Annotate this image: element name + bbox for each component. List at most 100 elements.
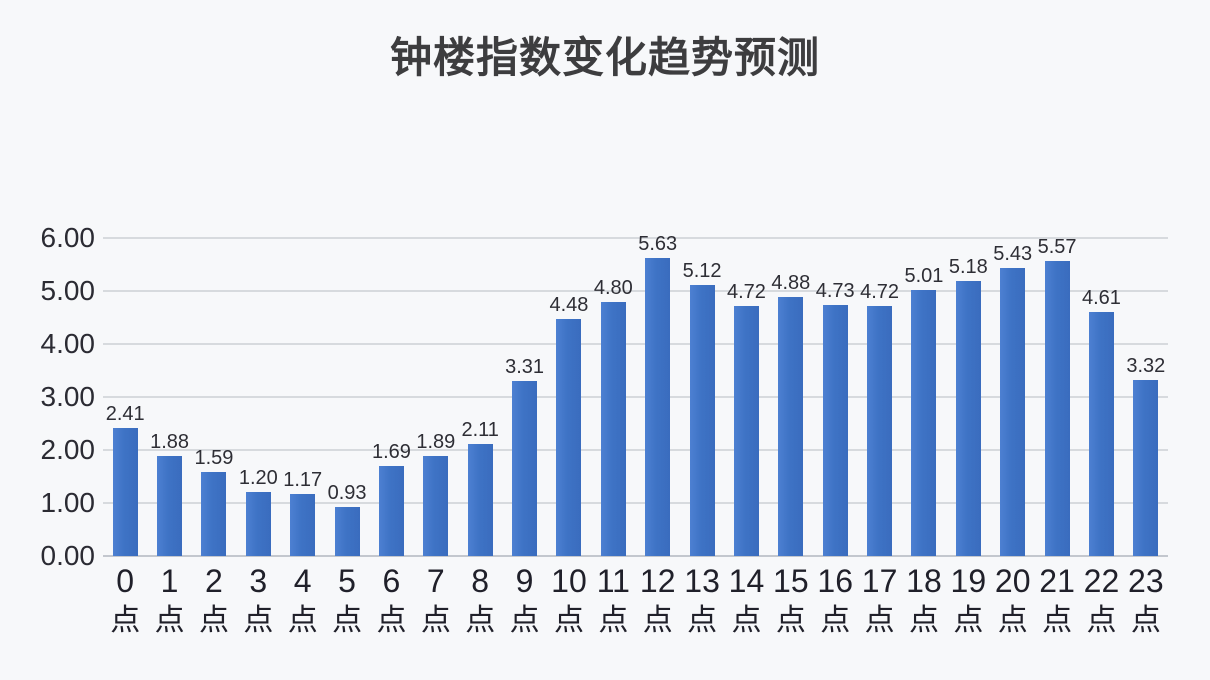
y-axis-tick-label: 6.00	[40, 222, 96, 253]
gridline	[103, 237, 1168, 239]
x-axis-line	[103, 555, 1168, 557]
bar	[512, 381, 537, 556]
x-axis-hour-label: 1	[160, 563, 179, 599]
bar-value-label: 5.12	[682, 260, 722, 282]
x-axis-suffix-label: 点	[731, 604, 762, 637]
x-axis-hour-label: 17	[861, 563, 898, 599]
x-axis-suffix-label: 点	[332, 604, 363, 637]
bar	[778, 297, 803, 556]
bar-value-label: 5.57	[1037, 236, 1077, 258]
bar	[911, 290, 936, 556]
bar-value-label: 4.72	[860, 281, 900, 303]
gridline	[103, 290, 1168, 292]
x-axis-hour-label: 12	[639, 563, 676, 599]
bar	[601, 302, 626, 556]
x-axis-suffix-label: 点	[997, 604, 1028, 637]
bar	[379, 466, 404, 556]
x-axis-hour-label: 13	[684, 563, 720, 599]
x-axis-suffix-label: 点	[1086, 604, 1117, 637]
y-axis-tick-label: 2.00	[40, 434, 96, 465]
bar-value-label: 2.41	[105, 403, 145, 425]
x-axis-hour-label: 15	[773, 563, 809, 599]
x-axis-suffix-label: 点	[598, 604, 629, 637]
bar	[335, 507, 360, 556]
x-axis-suffix-label: 点	[820, 604, 851, 637]
x-axis-suffix-label: 点	[420, 604, 451, 637]
x-axis-suffix-label: 点	[1042, 604, 1073, 637]
x-axis-suffix-label: 点	[553, 604, 584, 637]
bar	[645, 258, 670, 556]
y-axis-tick-label: 5.00	[40, 275, 96, 306]
x-axis-hour-label: 21	[1039, 563, 1075, 599]
bar-value-label: 1.89	[416, 431, 456, 453]
x-axis-hour-label: 10	[551, 563, 587, 599]
bar-value-label: 1.69	[371, 441, 411, 463]
bar	[1045, 261, 1070, 556]
bar-value-label: 1.20	[238, 467, 278, 489]
bar-value-label: 4.72	[726, 281, 766, 303]
y-axis-tick-label: 4.00	[40, 328, 96, 359]
y-axis-tick-label: 0.00	[40, 540, 96, 571]
bar	[556, 319, 581, 556]
x-axis-hour-label: 0	[116, 563, 135, 599]
y-axis-tick-label: 1.00	[40, 487, 96, 518]
chart-title: 钟楼指数变化趋势预测	[389, 34, 820, 81]
x-axis-hour-label: 9	[515, 563, 534, 599]
bar-value-label: 4.88	[771, 272, 811, 294]
bar	[734, 306, 759, 556]
x-axis-suffix-label: 点	[465, 604, 496, 637]
x-axis-suffix-label: 点	[198, 604, 229, 637]
gridline	[103, 396, 1168, 398]
bar-value-label: 4.73	[815, 280, 855, 302]
x-axis-hour-label: 3	[249, 563, 268, 599]
bar	[1133, 380, 1158, 556]
bar-value-label: 1.88	[150, 431, 190, 453]
x-axis-hour-label: 19	[950, 563, 987, 599]
bar-value-label: 5.43	[993, 243, 1033, 265]
bar	[290, 494, 315, 556]
x-axis-hour-label: 7	[426, 563, 445, 599]
x-axis-suffix-label: 点	[864, 604, 895, 637]
x-axis-suffix-label: 点	[243, 604, 274, 637]
bar-value-label: 5.01	[904, 265, 944, 287]
bar-value-label: 0.93	[327, 482, 367, 504]
x-axis-hour-label: 8	[471, 563, 490, 599]
bar-value-label: 4.61	[1081, 287, 1121, 309]
bar	[423, 456, 448, 556]
bar	[867, 306, 892, 556]
x-axis-hour-label: 18	[906, 563, 942, 599]
bar-value-label: 4.48	[549, 294, 589, 316]
x-axis-hour-label: 16	[817, 563, 853, 599]
x-axis-suffix-label: 点	[1130, 604, 1161, 637]
x-axis-hour-label: 6	[382, 563, 401, 599]
x-axis-hour-label: 2	[205, 563, 223, 599]
bar	[468, 444, 493, 556]
x-axis-hour-label: 22	[1083, 563, 1120, 599]
x-axis-suffix-label: 点	[509, 604, 540, 637]
gridline	[103, 343, 1168, 345]
bar	[823, 305, 848, 556]
x-axis-suffix-label: 点	[953, 604, 984, 637]
x-axis-suffix-label: 点	[287, 604, 318, 637]
bar	[113, 428, 138, 556]
bar	[1089, 312, 1114, 556]
x-axis-suffix-label: 点	[110, 604, 141, 637]
x-axis-hour-label: 4	[293, 563, 312, 599]
bar-value-label: 5.63	[638, 233, 678, 255]
x-axis-suffix-label: 点	[775, 604, 806, 637]
x-axis-hour-label: 11	[596, 563, 630, 599]
bar-value-label: 1.17	[283, 469, 323, 491]
bar	[157, 456, 182, 556]
bar-value-label: 5.18	[948, 256, 988, 278]
x-axis-suffix-label: 点	[687, 604, 718, 637]
gridline	[103, 502, 1168, 504]
bar	[1000, 268, 1025, 556]
x-axis-hour-label: 23	[1128, 563, 1164, 599]
bar-value-label: 2.11	[461, 419, 499, 441]
gridline	[103, 449, 1168, 451]
x-axis-suffix-label: 点	[908, 604, 939, 637]
bar-value-label: 3.31	[505, 356, 545, 378]
x-axis-hour-label: 14	[728, 563, 765, 599]
